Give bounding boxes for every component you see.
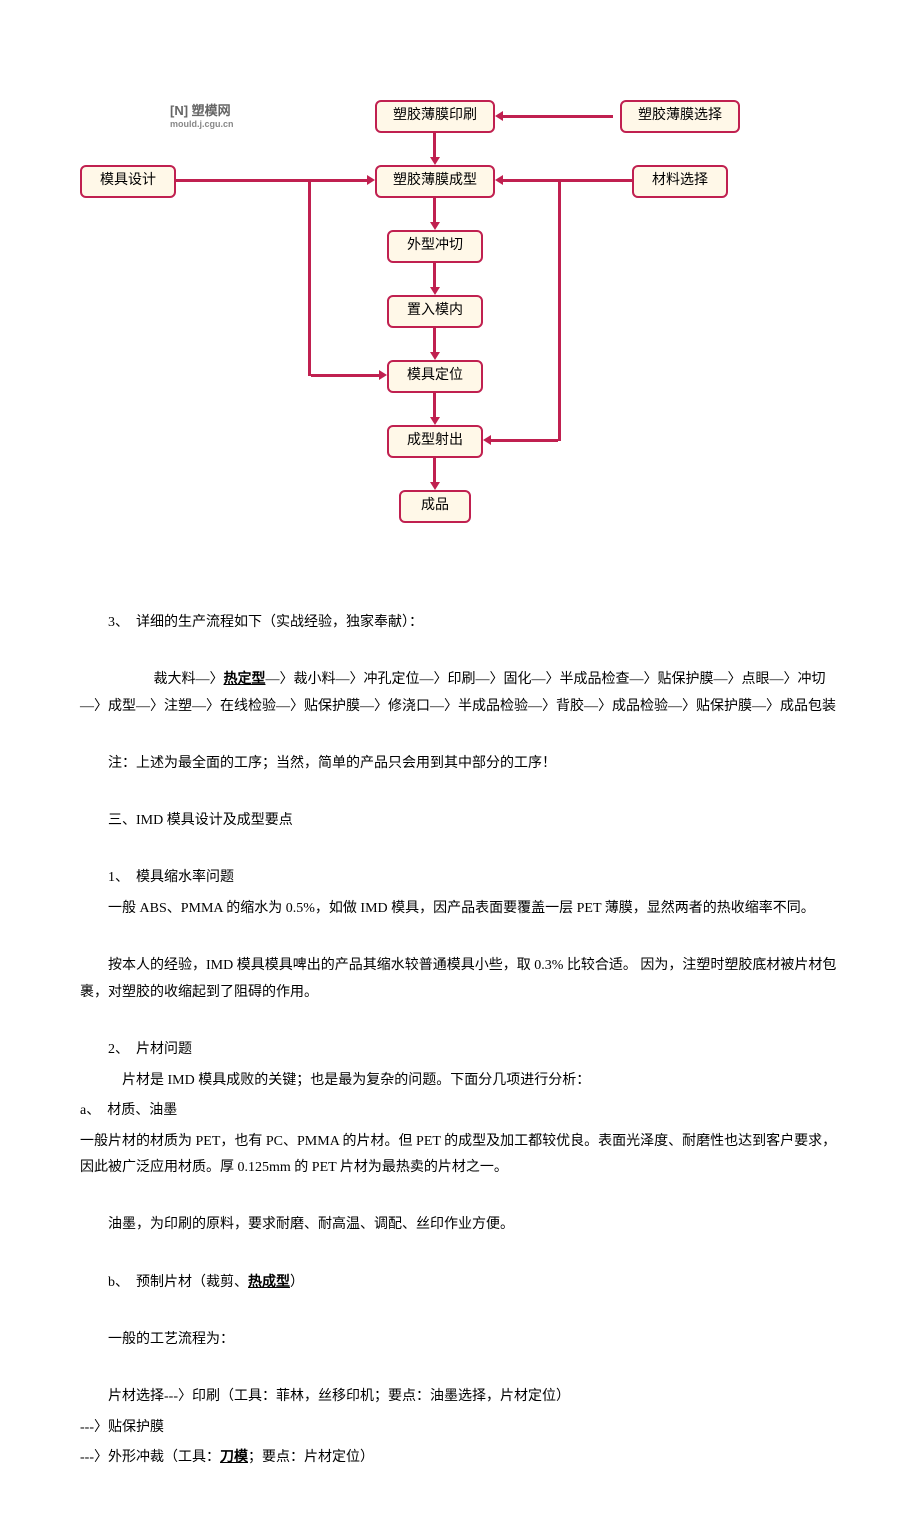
edge xyxy=(433,132,436,157)
edge xyxy=(503,179,558,182)
arrow-down-icon xyxy=(430,222,440,230)
arrow-down-icon xyxy=(430,352,440,360)
s2-b-p1: 一般的工艺流程为： xyxy=(80,1327,840,1354)
s2-flow-line3a: ---〉外形冲裁（工具： xyxy=(80,1450,220,1465)
edge xyxy=(433,392,436,417)
edge xyxy=(433,197,436,222)
p3-intro: 3、 详细的生产流程如下（实战经验，独家奉献）： xyxy=(80,610,840,637)
node-material: 材料选择 xyxy=(632,165,728,198)
s2-b-suffix: ） xyxy=(290,1275,304,1290)
s2-b-bold: 热成型 xyxy=(248,1275,290,1290)
edge xyxy=(433,457,436,482)
logo: [N] 塑模网 mould.j.cgu.cn xyxy=(170,100,234,129)
s2-p1: 片材是 IMD 模具成败的关键；也是最为复杂的问题。下面分几项进行分析： xyxy=(80,1068,840,1095)
p3-flow-prefix: 裁大料—〉 xyxy=(154,672,224,687)
edge xyxy=(433,327,436,352)
edge xyxy=(311,374,379,377)
s2-flow-line2: ---〉贴保护膜 xyxy=(80,1415,840,1442)
node-shoot: 成型射出 xyxy=(387,425,483,458)
edge xyxy=(558,179,561,441)
node-mold-locate: 模具定位 xyxy=(387,360,483,393)
arrow-left-icon xyxy=(483,435,491,445)
arrow-right-icon xyxy=(367,175,375,185)
node-outer-cut: 外型冲切 xyxy=(387,230,483,263)
p3-flow: 裁大料—〉热定型—〉裁小料—〉冲孔定位—〉印刷—〉固化—〉半成品检查—〉贴保护膜… xyxy=(80,667,840,720)
process-flowchart: [N] 塑模网 mould.j.cgu.cn 塑胶薄膜印刷 塑胶薄膜选择 模具设… xyxy=(80,100,840,580)
edge xyxy=(433,262,436,287)
s2-b-title: b、 预制片材（裁剪、热成型） xyxy=(80,1270,840,1297)
arrow-down-icon xyxy=(430,157,440,165)
s1-p2: 按本人的经验，IMD 模具模具啤出的产品其缩水较普通模具小些，取 0.3% 比较… xyxy=(80,953,840,1006)
node-product: 成品 xyxy=(399,490,471,523)
edge xyxy=(503,115,613,118)
s2-a-p1: 一般片材的材质为 PET，也有 PC、PMMA 的片材。但 PET 的成型及加工… xyxy=(80,1129,840,1182)
s1-p1: 一般 ABS、PMMA 的缩水为 0.5%，如做 IMD 模具，因产品表面要覆盖… xyxy=(80,896,840,923)
node-film-select: 塑胶薄膜选择 xyxy=(620,100,740,133)
node-insert-mold: 置入模内 xyxy=(387,295,483,328)
p3-flow-bold: 热定型 xyxy=(224,672,266,687)
edge xyxy=(176,179,310,182)
arrow-down-icon xyxy=(430,417,440,425)
document-body: 3、 详细的生产流程如下（实战经验，独家奉献）： 裁大料—〉热定型—〉裁小料—〉… xyxy=(80,610,840,1472)
p3-note: 注：上述为最全面的工序；当然，简单的产品只会用到其中部分的工序！ xyxy=(80,751,840,778)
s2-a-title: a、 材质、油墨 xyxy=(80,1098,840,1125)
node-film-form: 塑胶薄膜成型 xyxy=(375,165,495,198)
edge xyxy=(308,179,311,376)
s2-a-p2: 油墨，为印刷的原料，要求耐磨、耐高温、调配、丝印作业方便。 xyxy=(80,1212,840,1239)
s2-flow-line3: ---〉外形冲裁（工具：刀模；要点：片材定位） xyxy=(80,1445,840,1472)
s2-title: 2、 片材问题 xyxy=(80,1037,840,1064)
arrow-left-icon xyxy=(495,175,503,185)
edge xyxy=(558,179,632,182)
s2-flow-line1: 片材选择---〉印刷（工具：菲林，丝移印机；要点：油墨选择，片材定位） xyxy=(80,1384,840,1411)
s2-flow-line3-bold: 刀模 xyxy=(220,1450,248,1465)
node-mold-design: 模具设计 xyxy=(80,165,176,198)
s2-flow-line3b: ；要点：片材定位） xyxy=(248,1450,374,1465)
section-3-heading: 三、IMD 模具设计及成型要点 xyxy=(80,808,840,835)
logo-sub: mould.j.cgu.cn xyxy=(170,119,234,129)
edge xyxy=(491,439,558,442)
arrow-down-icon xyxy=(430,287,440,295)
arrow-down-icon xyxy=(430,482,440,490)
arrow-left-icon xyxy=(495,111,503,121)
s2-b-prefix: b、 预制片材（裁剪、 xyxy=(108,1275,248,1290)
logo-text: [N] 塑模网 xyxy=(170,103,231,118)
node-film-print: 塑胶薄膜印刷 xyxy=(375,100,495,133)
s1-title: 1、 模具缩水率问题 xyxy=(80,865,840,892)
arrow-right-icon xyxy=(379,370,387,380)
edge xyxy=(311,179,367,182)
